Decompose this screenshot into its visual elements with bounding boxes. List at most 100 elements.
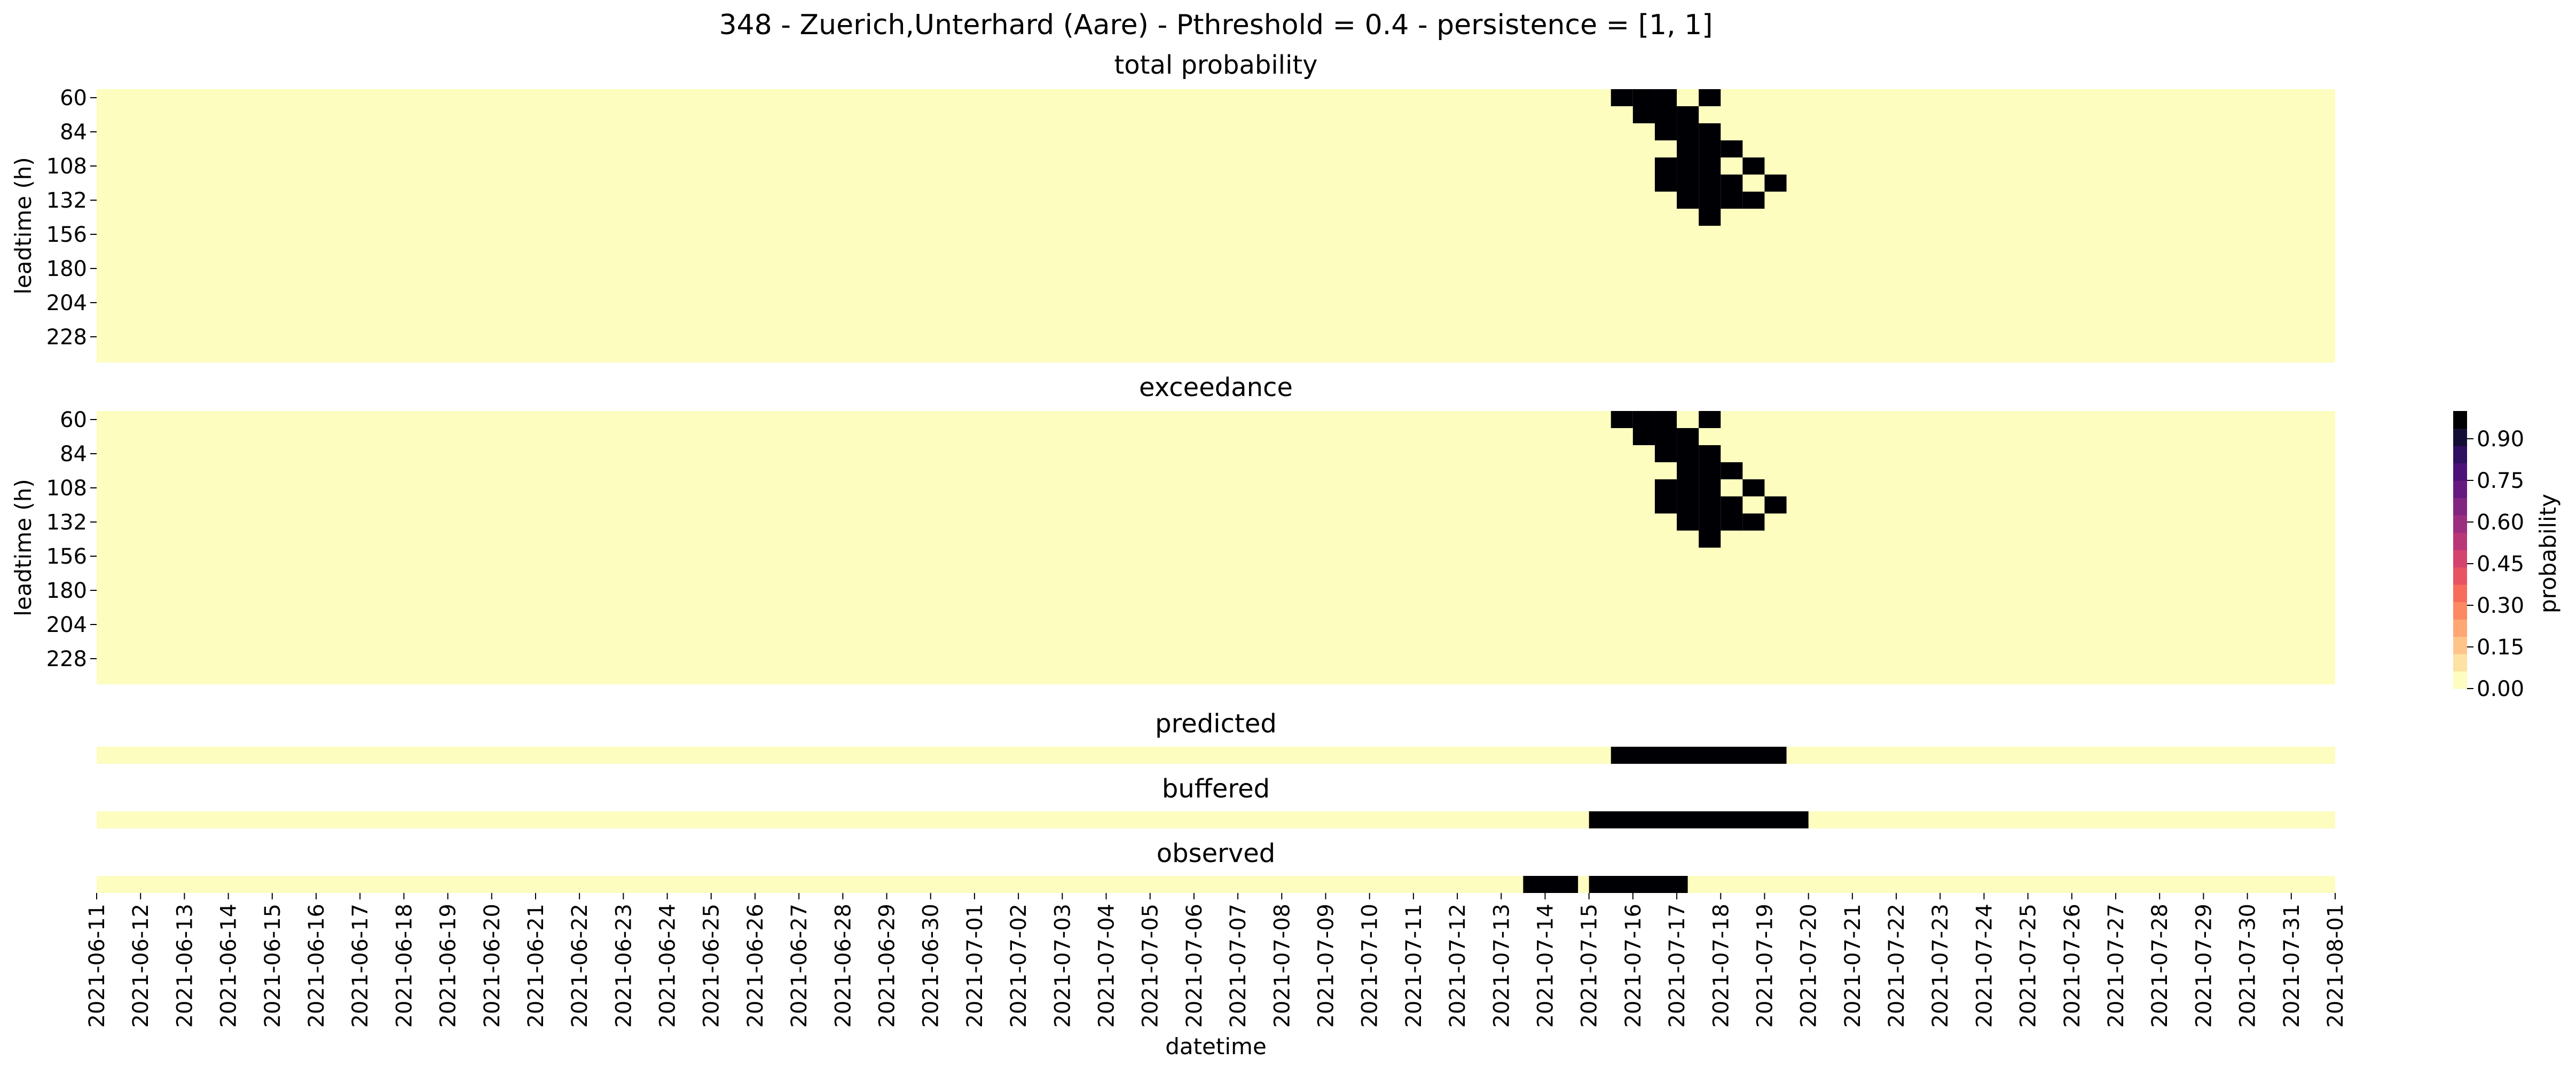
y-tick-label: 228 — [46, 647, 87, 671]
x-tick-label: 2021-06-23 — [611, 904, 636, 1027]
heatmap-cell — [1654, 175, 1677, 192]
panel-title-predicted: predicted — [1155, 709, 1277, 739]
heatmap-cell — [1677, 513, 1699, 531]
heatmap-cell — [1677, 479, 1699, 496]
x-tick-label: 2021-07-24 — [1972, 904, 1997, 1027]
x-tick-label: 2021-06-20 — [480, 904, 505, 1027]
events-buffered — [1589, 811, 1809, 828]
x-tick-label: 2021-07-13 — [1489, 904, 1514, 1027]
heatmap-cell — [1764, 496, 1787, 513]
x-tick-label: 2021-07-06 — [1182, 904, 1207, 1027]
heatmap-cell — [1611, 89, 1633, 106]
panel-title-exceedance: exceedance — [1139, 373, 1293, 402]
x-tick-label: 2021-07-09 — [1314, 904, 1338, 1027]
heatmap-cell — [1654, 411, 1677, 428]
heatmap-cell — [1654, 479, 1677, 496]
event-bar — [1523, 876, 1578, 893]
heatmap-cell — [1632, 89, 1655, 106]
strip-background-observed — [97, 876, 2335, 893]
colorbar-segment — [2453, 602, 2467, 620]
heatmap-cell — [1677, 192, 1699, 209]
colorbar-label: probability — [2535, 494, 2561, 613]
colorbar-segment — [2453, 567, 2467, 585]
panel-total-probability: total probability 60 84 108 132 156 180 204 228… — [10, 50, 2335, 362]
colorbar-tick-label: 0.90 — [2477, 427, 2524, 452]
heatmap-cell — [1742, 513, 1765, 531]
event-bar — [1611, 747, 1787, 764]
colorbar-tick-label: 0.15 — [2477, 635, 2524, 660]
x-tick-label: 2021-07-27 — [2104, 904, 2129, 1027]
y-tick-label: 132 — [46, 188, 87, 213]
x-tick-label: 2021-07-12 — [1446, 904, 1470, 1027]
x-tick-label: 2021-06-12 — [129, 904, 153, 1027]
x-tick-label: 2021-07-31 — [2280, 904, 2304, 1027]
x-tick-label: 2021-07-23 — [1928, 904, 1953, 1027]
x-tick-label: 2021-06-26 — [743, 904, 768, 1027]
heatmap-cell — [1677, 462, 1699, 479]
colorbar-ticks: 0.00 0.15 0.30 0.45 0.60 0.75 0.90 — [2467, 427, 2524, 701]
colorbar-segment — [2453, 619, 2467, 637]
colorbar-tick-label: 0.00 — [2477, 677, 2524, 701]
x-tick-label: 2021-07-21 — [1841, 904, 1865, 1027]
heatmap-cell — [1677, 445, 1699, 462]
x-tick-label: 2021-07-18 — [1709, 904, 1733, 1027]
y-tick-label: 108 — [46, 476, 87, 501]
x-tick-label: 2021-06-29 — [875, 904, 900, 1027]
y-tick-label: 132 — [46, 510, 87, 535]
x-tick-label: 2021-06-27 — [787, 904, 812, 1027]
heatmap-cell — [1721, 175, 1743, 192]
x-tick-label: 2021-07-01 — [963, 904, 987, 1027]
colorbar-tick-label: 0.45 — [2477, 552, 2524, 576]
heatmap-cell — [1699, 192, 1721, 209]
colorbar-segment — [2453, 463, 2467, 481]
x-axis-label: datetime — [1165, 1033, 1267, 1060]
x-tick-label: 2021-06-28 — [831, 904, 855, 1027]
x-tick-label: 2021-07-26 — [2060, 904, 2085, 1027]
heatmap-cell — [1632, 428, 1655, 445]
figure-title: 348 - Zuerich,Unterhard (Aare) - Pthresh… — [719, 9, 1713, 41]
colorbar-segment — [2453, 671, 2467, 689]
x-tick-label: 2021-07-08 — [1270, 904, 1294, 1027]
heatmap-cell — [1699, 140, 1721, 157]
heatmap-cell — [1611, 411, 1633, 428]
heatmap-background-exceedance — [97, 411, 2335, 684]
colorbar: 0.00 0.15 0.30 0.45 0.60 0.75 0.90 probability — [2453, 411, 2561, 701]
y-tick-label: 60 — [60, 86, 87, 110]
heatmap-cell — [1721, 192, 1743, 209]
heatmap-cell — [1654, 89, 1677, 106]
panel-title-observed: observed — [1157, 839, 1276, 868]
y-tick-label: 108 — [46, 154, 87, 179]
y-ticks-exceedance: 60 84 108 132 156 180 204 228 — [46, 408, 97, 671]
x-tick-label: 2021-06-18 — [392, 904, 417, 1027]
x-tick-label: 2021-06-13 — [172, 904, 197, 1027]
x-tick-label: 2021-07-14 — [1533, 904, 1558, 1027]
y-ticks-total-probability: 60 84 108 132 156 180 204 228 — [46, 86, 97, 350]
x-tick-label: 2021-07-03 — [1050, 904, 1075, 1027]
heatmap-cell — [1699, 209, 1721, 226]
colorbar-segment — [2453, 428, 2467, 446]
heatmap-cell — [1654, 445, 1677, 462]
x-tick-label: 2021-07-29 — [2192, 904, 2216, 1027]
x-tick-label: 2021-07-04 — [1095, 904, 1119, 1027]
heatmap-cell — [1677, 140, 1699, 157]
events-predicted — [1611, 747, 1787, 764]
y-tick-label: 180 — [46, 579, 87, 603]
heatmap-cell — [1654, 496, 1677, 513]
colorbar-segment — [2453, 515, 2467, 533]
y-axis-label-exceedance: leadtime (h) — [10, 479, 36, 616]
heatmap-cell — [1699, 411, 1721, 428]
colorbar-gradient — [2453, 411, 2467, 689]
x-tick-label: 2021-07-02 — [1007, 904, 1031, 1027]
x-tick-label: 2021-07-07 — [1226, 904, 1251, 1027]
panel-observed: observed — [97, 839, 2335, 893]
heatmap-background-total-probability — [97, 89, 2335, 362]
x-tick-label: 2021-07-15 — [1577, 904, 1602, 1027]
heatmap-cell — [1699, 479, 1721, 496]
x-tick-label: 2021-07-20 — [1797, 904, 1821, 1027]
heatmap-cell — [1632, 106, 1655, 123]
heatmap-cell — [1699, 531, 1721, 548]
heatmap-cell — [1677, 428, 1699, 445]
x-tick-label: 2021-07-28 — [2148, 904, 2172, 1027]
panel-predicted: predicted — [97, 709, 2335, 764]
